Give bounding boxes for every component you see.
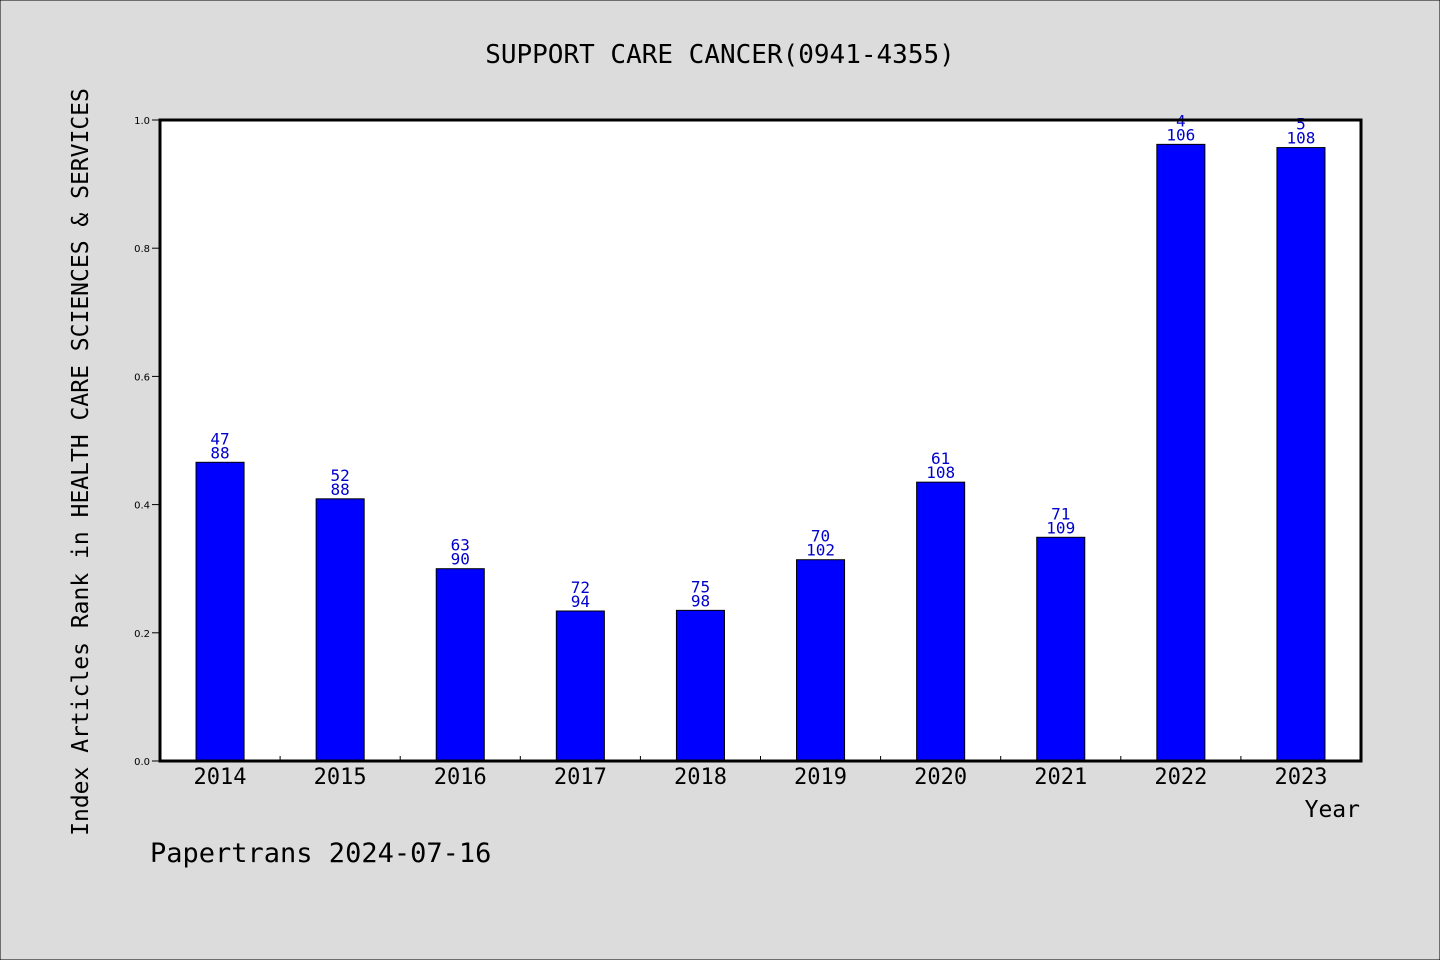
bar-label-rank-2017: 72 [571,578,590,597]
bar-label-rank-2023: 5 [1296,115,1306,134]
x-tick-label-2014: 2014 [194,765,247,790]
bar-2022 [1156,143,1206,762]
x-tick-label-2015: 2015 [314,765,367,790]
bar-label-rank-2018: 75 [691,577,710,596]
y-tick-label: 0.8 [134,244,150,255]
bar-label-rank-2015: 52 [331,466,350,485]
x-tick-label-2016: 2016 [434,765,487,790]
y-tick-label: 0.2 [134,629,150,640]
y-tick-label: 1.0 [134,116,150,127]
bar-label-rank-2016: 63 [451,536,470,555]
y-axis-label: Index Articles Rank in HEALTH CARE SCIEN… [68,88,94,836]
footer-credit: Papertrans 2024-07-16 [150,838,491,869]
bar-label-rank-2014: 47 [210,429,229,448]
y-tick-label: 0.6 [134,372,150,383]
bar-label-total-2019: 102 [806,541,835,560]
bar-2017 [555,610,605,762]
bar-2023 [1276,147,1326,762]
x-tick-label-2017: 2017 [554,765,607,790]
bar-2019 [796,559,846,762]
bar-2018 [675,609,725,762]
bar-label-total-2017: 94 [571,592,590,611]
x-tick-label-2022: 2022 [1154,765,1207,790]
bar-label-total-2023: 108 [1286,129,1315,148]
bar-label-total-2020: 108 [926,463,955,482]
x-tick-label-2021: 2021 [1034,765,1087,790]
x-tick-label-2019: 2019 [794,765,847,790]
y-tick-label: 0.0 [134,757,150,768]
bar-label-rank-2019: 70 [811,527,830,546]
x-tick-label-2020: 2020 [914,765,967,790]
bar-2014 [195,461,245,762]
bar-label-total-2018: 98 [691,591,710,610]
y-tick-label: 0.4 [134,501,150,512]
bar-label-total-2016: 90 [451,550,470,569]
bar-label-total-2015: 88 [331,480,350,499]
x-tick-label-2018: 2018 [674,765,727,790]
bar-2021 [1036,536,1086,762]
bar-label-total-2014: 88 [210,443,229,462]
chart-title: SUPPORT CARE CANCER(0941-4355) [485,40,955,70]
bars-group: 8847885290639472987510270108611097110641… [195,111,1326,762]
bar-2020 [916,481,966,762]
bar-label-rank-2020: 61 [931,449,950,468]
x-tick-label-2023: 2023 [1274,765,1327,790]
x-ticks-group: 2014 2015 2016 2017 2018 2019 2020 2021 2022 2023 [194,756,1327,790]
bar-2016 [435,568,485,762]
bar-label-total-2022: 106 [1166,125,1195,144]
bar-2015 [315,498,365,762]
bar-label-total-2021: 109 [1046,518,1075,537]
plot-frame [158,118,1363,763]
x-axis-label: Year [1305,797,1360,823]
bar-label-rank-2021: 71 [1051,504,1070,523]
